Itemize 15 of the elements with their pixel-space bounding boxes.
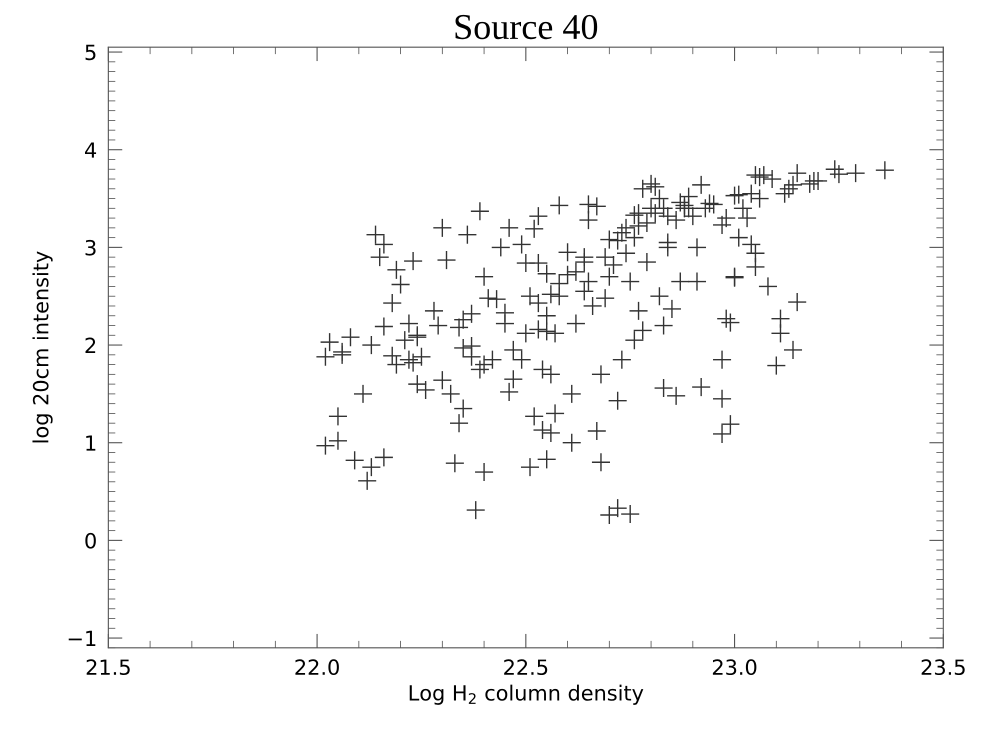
x-tick-label: 22.5 <box>504 659 548 676</box>
y-tick-label: 4 <box>85 142 96 158</box>
y-tick-label: 1 <box>86 435 96 451</box>
x-tick-label: 21.5 <box>86 659 130 676</box>
x-tick-label: 23.0 <box>712 659 756 676</box>
y-tick-label: 0 <box>85 532 96 549</box>
y-axis-title: log 20cm intensity <box>32 251 53 442</box>
chart-title: Source 40 <box>456 14 598 40</box>
y-tick-label: −1 <box>68 630 96 646</box>
y-tick-label: 2 <box>86 338 96 353</box>
x-axis-title: Log H$_{2}$ column density <box>410 684 644 705</box>
y-tick-label: 3 <box>86 240 96 256</box>
x-tick-label: 23.5 <box>922 659 965 676</box>
x-tick-label: 22.0 <box>295 659 339 676</box>
y-tick-label: 5 <box>86 44 96 60</box>
